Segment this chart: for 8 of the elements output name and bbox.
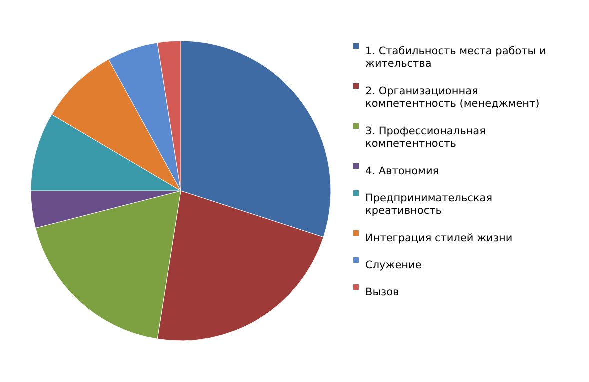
legend-label: Вызов [366,286,400,298]
legend-label: 3. Профессиональная компетентность [366,125,486,150]
legend-label: Предпринимательская креативность [366,192,493,217]
legend-label: Служение [366,259,422,272]
legend-label: 2. Организационная компетентность (менеджмент) [366,85,540,110]
legend-label: Интеграция стилей жизни [366,232,513,244]
legend-label: 1. Стабильность места работы и жительства [366,45,546,70]
legend-label: 4. Автономия [366,165,440,178]
